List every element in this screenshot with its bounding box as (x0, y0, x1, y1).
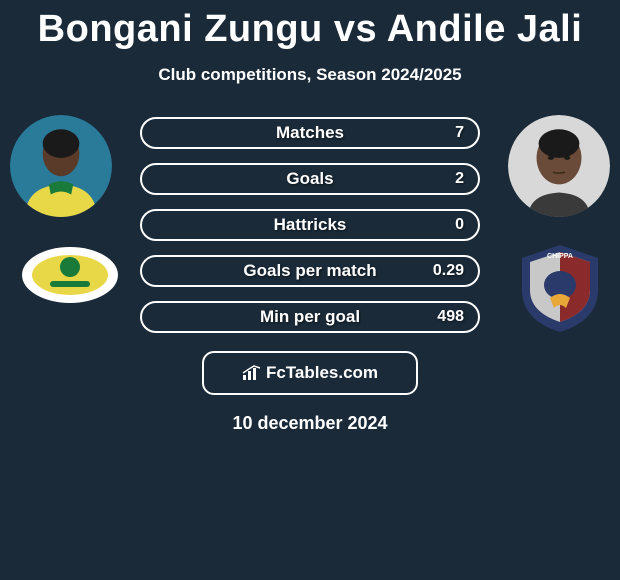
stat-row-goals: Goals 2 (140, 163, 480, 195)
stat-label: Min per goal (260, 307, 360, 327)
player-left-avatar (10, 115, 112, 217)
content-area: CHIPPA Matches 7 Goals 2 Hattricks 0 Goa… (0, 115, 620, 434)
subtitle: Club competitions, Season 2024/2025 (0, 65, 620, 85)
club-right-logo: CHIPPA (510, 240, 610, 335)
stat-value: 498 (437, 308, 464, 326)
club-left-badge (20, 245, 120, 305)
brand-text: FcTables.com (266, 363, 378, 383)
page-title: Bongani Zungu vs Andile Jali (0, 8, 620, 51)
player-right-avatar (508, 115, 610, 217)
stats-list: Matches 7 Goals 2 Hattricks 0 Goals per … (140, 115, 480, 333)
club-right-badge: CHIPPA (510, 240, 610, 335)
chart-icon (242, 365, 262, 381)
stat-row-min-per-goal: Min per goal 498 (140, 301, 480, 333)
brand-box: FcTables.com (202, 351, 418, 395)
stat-label: Matches (276, 123, 344, 143)
stat-row-matches: Matches 7 (140, 117, 480, 149)
club-left-logo (20, 245, 120, 305)
stat-value: 7 (455, 124, 464, 142)
stat-label: Goals (286, 169, 333, 189)
date-text: 10 december 2024 (0, 413, 620, 434)
player-right-image (508, 115, 610, 217)
stat-row-goals-per-match: Goals per match 0.29 (140, 255, 480, 287)
svg-text:CHIPPA: CHIPPA (547, 253, 573, 260)
stat-value: 0 (455, 216, 464, 234)
stat-label: Hattricks (274, 215, 347, 235)
infographic-container: Bongani Zungu vs Andile Jali Club compet… (0, 0, 620, 434)
player-left-image (10, 115, 112, 217)
stat-label: Goals per match (243, 261, 376, 281)
stat-row-hattricks: Hattricks 0 (140, 209, 480, 241)
stat-value: 0.29 (433, 262, 464, 280)
stat-value: 2 (455, 170, 464, 188)
